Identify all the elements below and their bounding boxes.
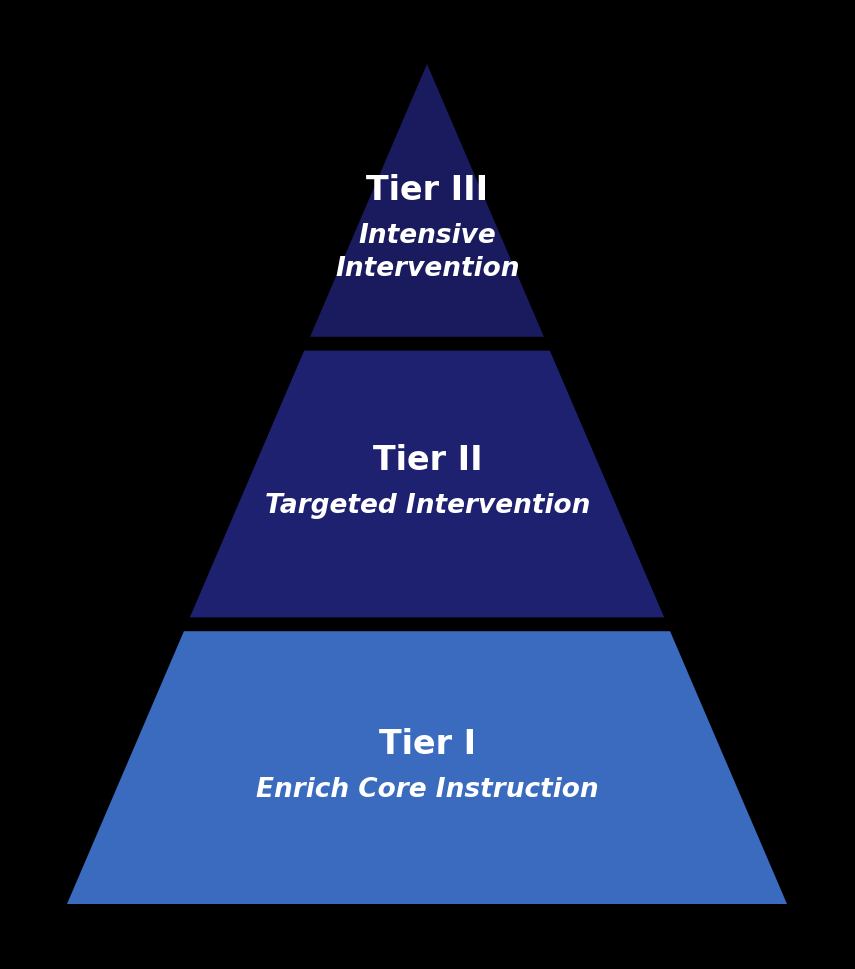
Polygon shape	[310, 65, 544, 337]
Polygon shape	[67, 632, 787, 904]
Text: Targeted Intervention: Targeted Intervention	[265, 493, 590, 518]
Text: Tier II: Tier II	[373, 444, 482, 477]
Text: Tier III: Tier III	[367, 174, 488, 207]
Text: Enrich Core Instruction: Enrich Core Instruction	[256, 776, 598, 802]
Polygon shape	[190, 352, 664, 617]
Text: Intervention: Intervention	[335, 256, 520, 282]
Text: Tier I: Tier I	[379, 727, 476, 760]
Text: Intensive: Intensive	[358, 223, 497, 249]
